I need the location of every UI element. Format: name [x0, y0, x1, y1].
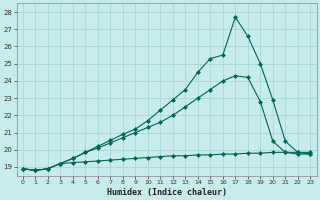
X-axis label: Humidex (Indice chaleur): Humidex (Indice chaleur): [107, 188, 227, 197]
